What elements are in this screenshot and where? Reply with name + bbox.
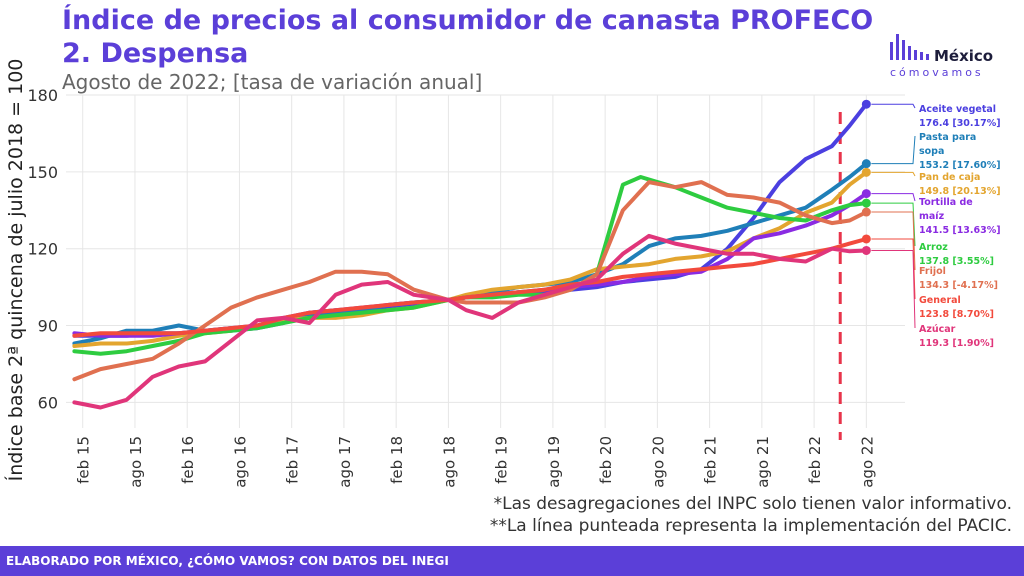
x-axis: feb 15 ago 15 feb 16 ago 16 feb 17 ago 17 feb … — [75, 436, 877, 488]
x-tick-label: ago 19 — [545, 436, 563, 488]
series-value-label: 149.8 [20.13%] — [919, 186, 1001, 197]
chart-title: Índice de precios al consumidor de canas… — [62, 4, 873, 70]
y-axis-label: Índice base 2ª quincena de julio 2018 = … — [4, 59, 27, 482]
series-name-label: Pasta para sopa — [919, 132, 976, 157]
series-value-label: 141.5 [13.63%] — [919, 225, 1001, 236]
label-leader-line — [871, 211, 916, 271]
series-name-label: General — [919, 295, 961, 306]
series-value-label: 176.4 [30.17%] — [919, 118, 1001, 129]
y-tick-label: 60 — [38, 393, 58, 412]
label-leader-line — [871, 171, 916, 177]
series-end-point — [861, 99, 871, 109]
series-name-label: Tortilla de maíz — [919, 197, 973, 222]
logo-bars-icon — [888, 20, 948, 60]
series-end-point — [861, 198, 871, 208]
footer-bar: ELABORADO POR MÉXICO, ¿CÓMO VAMOS? CON D… — [0, 546, 1024, 576]
y-tick-label: 90 — [38, 317, 58, 336]
y-tick-label: 120 — [27, 240, 58, 259]
y-axis: 60 90 120 150 180 — [27, 86, 58, 412]
series-line — [72, 180, 869, 382]
chart-subtitle: Agosto de 2022; [tasa de variación anual… — [62, 70, 483, 94]
chart-grid — [66, 94, 905, 428]
series-line — [72, 233, 869, 410]
x-tick-label: feb 15 — [75, 436, 93, 484]
mexico-como-vamos-logo: México cómovamos — [888, 20, 1018, 84]
logo-name: México — [934, 47, 994, 65]
y-tick-label: 180 — [27, 86, 58, 105]
x-tick-label: ago 21 — [754, 436, 772, 488]
footnote-informative: *Las desagregaciones del INPC solo tiene… — [493, 494, 1012, 514]
x-tick-label: ago 16 — [231, 436, 249, 488]
series-end-point — [861, 234, 871, 244]
x-tick-label: feb 18 — [388, 436, 406, 484]
series-name-label: Pan de caja — [919, 172, 980, 183]
series-line — [72, 175, 869, 356]
series-value-label: 119.3 [1.90%] — [919, 338, 994, 349]
series-line — [72, 237, 869, 338]
x-tick-label: ago 15 — [127, 436, 145, 488]
footer-source-text: ELABORADO POR MÉXICO, ¿CÓMO VAMOS? CON D… — [6, 554, 449, 568]
series-name-label: Arroz — [919, 242, 948, 253]
series-end-labels: Aceite vegetal 176.4 [30.17%] Pasta para so… — [871, 103, 1001, 349]
footnote-pacic: **La línea punteada representa la implem… — [489, 516, 1012, 536]
series-lines — [72, 99, 871, 410]
series-end-point — [861, 245, 871, 255]
series-value-label: 123.8 [8.70%] — [919, 309, 994, 320]
x-tick-label: feb 16 — [179, 436, 197, 484]
series-value-label: 137.8 [3.55%] — [919, 256, 994, 267]
label-leader-line — [871, 103, 916, 109]
x-tick-label: feb 19 — [493, 436, 511, 484]
series-end-point — [861, 167, 871, 177]
y-tick-label: 150 — [27, 163, 58, 182]
series-end-point — [861, 159, 871, 169]
label-leader-line — [871, 193, 916, 202]
x-tick-label: ago 17 — [336, 436, 354, 488]
series-value-label: 153.2 [17.60%] — [919, 160, 1001, 171]
x-tick-label: ago 18 — [440, 436, 458, 488]
series-name-label: Frijol — [919, 266, 946, 277]
label-leader-line — [871, 249, 916, 329]
series-name-label: Azúcar — [919, 324, 956, 335]
series-end-point — [861, 189, 871, 199]
x-tick-label: ago 22 — [858, 436, 876, 488]
x-tick-label: feb 21 — [702, 436, 720, 484]
series-end-point — [861, 207, 871, 217]
series-name-label: Aceite vegetal — [919, 104, 996, 115]
label-leader-line — [871, 202, 916, 247]
x-tick-label: feb 17 — [284, 436, 302, 484]
chart-title-line2: 2. Despensa — [62, 38, 249, 69]
series-value-label: 134.3 [-4.17%] — [919, 280, 998, 291]
x-tick-label: ago 20 — [649, 436, 667, 488]
x-tick-label: feb 20 — [597, 436, 615, 484]
chart-title-line1: Índice de precios al consumidor de canas… — [62, 5, 874, 36]
x-tick-label: feb 22 — [806, 436, 824, 484]
logo-tagline: cómovamos — [890, 66, 984, 79]
label-leader-line — [871, 238, 916, 300]
label-leader-line — [871, 135, 916, 165]
